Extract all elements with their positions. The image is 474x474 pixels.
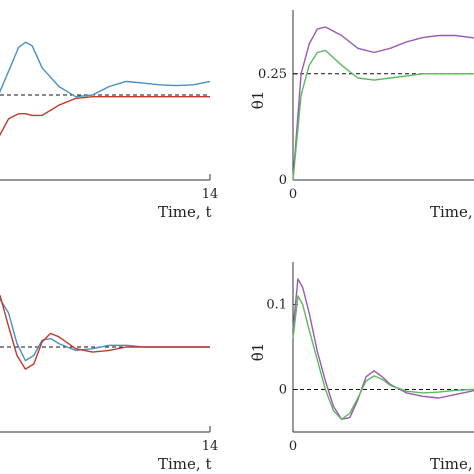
y-tick-label: 0.25 bbox=[258, 67, 287, 82]
y-axis-title: θ1 bbox=[249, 91, 267, 110]
series-line-2 bbox=[292, 295, 474, 420]
y-tick-label: 0 bbox=[279, 383, 287, 398]
x-tick-label: 0 bbox=[289, 187, 297, 202]
series-line-2 bbox=[0, 95, 210, 137]
series-line-2 bbox=[292, 49, 474, 181]
series-line-1 bbox=[292, 26, 474, 181]
y-axis-title: θ̇1 bbox=[249, 343, 267, 362]
series-line-1 bbox=[292, 278, 474, 420]
x-axis-title: Time, t bbox=[430, 203, 474, 221]
y-tick-label: 0 bbox=[279, 173, 287, 188]
y-tick-label: 0.1 bbox=[266, 298, 287, 313]
x-axis-title: Time, t bbox=[430, 455, 474, 473]
x-tick-label: 14 bbox=[202, 187, 219, 202]
panel-bottom-right: 0 0 0.1 Time, t θ̇1 bbox=[249, 262, 474, 473]
x-axis-title: Time, t bbox=[158, 203, 211, 221]
panel-top-right: 00 0.25 Time, t θ1 bbox=[249, 10, 474, 221]
x-tick-label: 0 bbox=[289, 439, 297, 454]
x-tick-label: 14 bbox=[202, 439, 219, 454]
series-line-2 bbox=[0, 294, 210, 370]
x-axis-title: Time, t bbox=[158, 455, 211, 473]
series-line-1 bbox=[0, 41, 211, 98]
